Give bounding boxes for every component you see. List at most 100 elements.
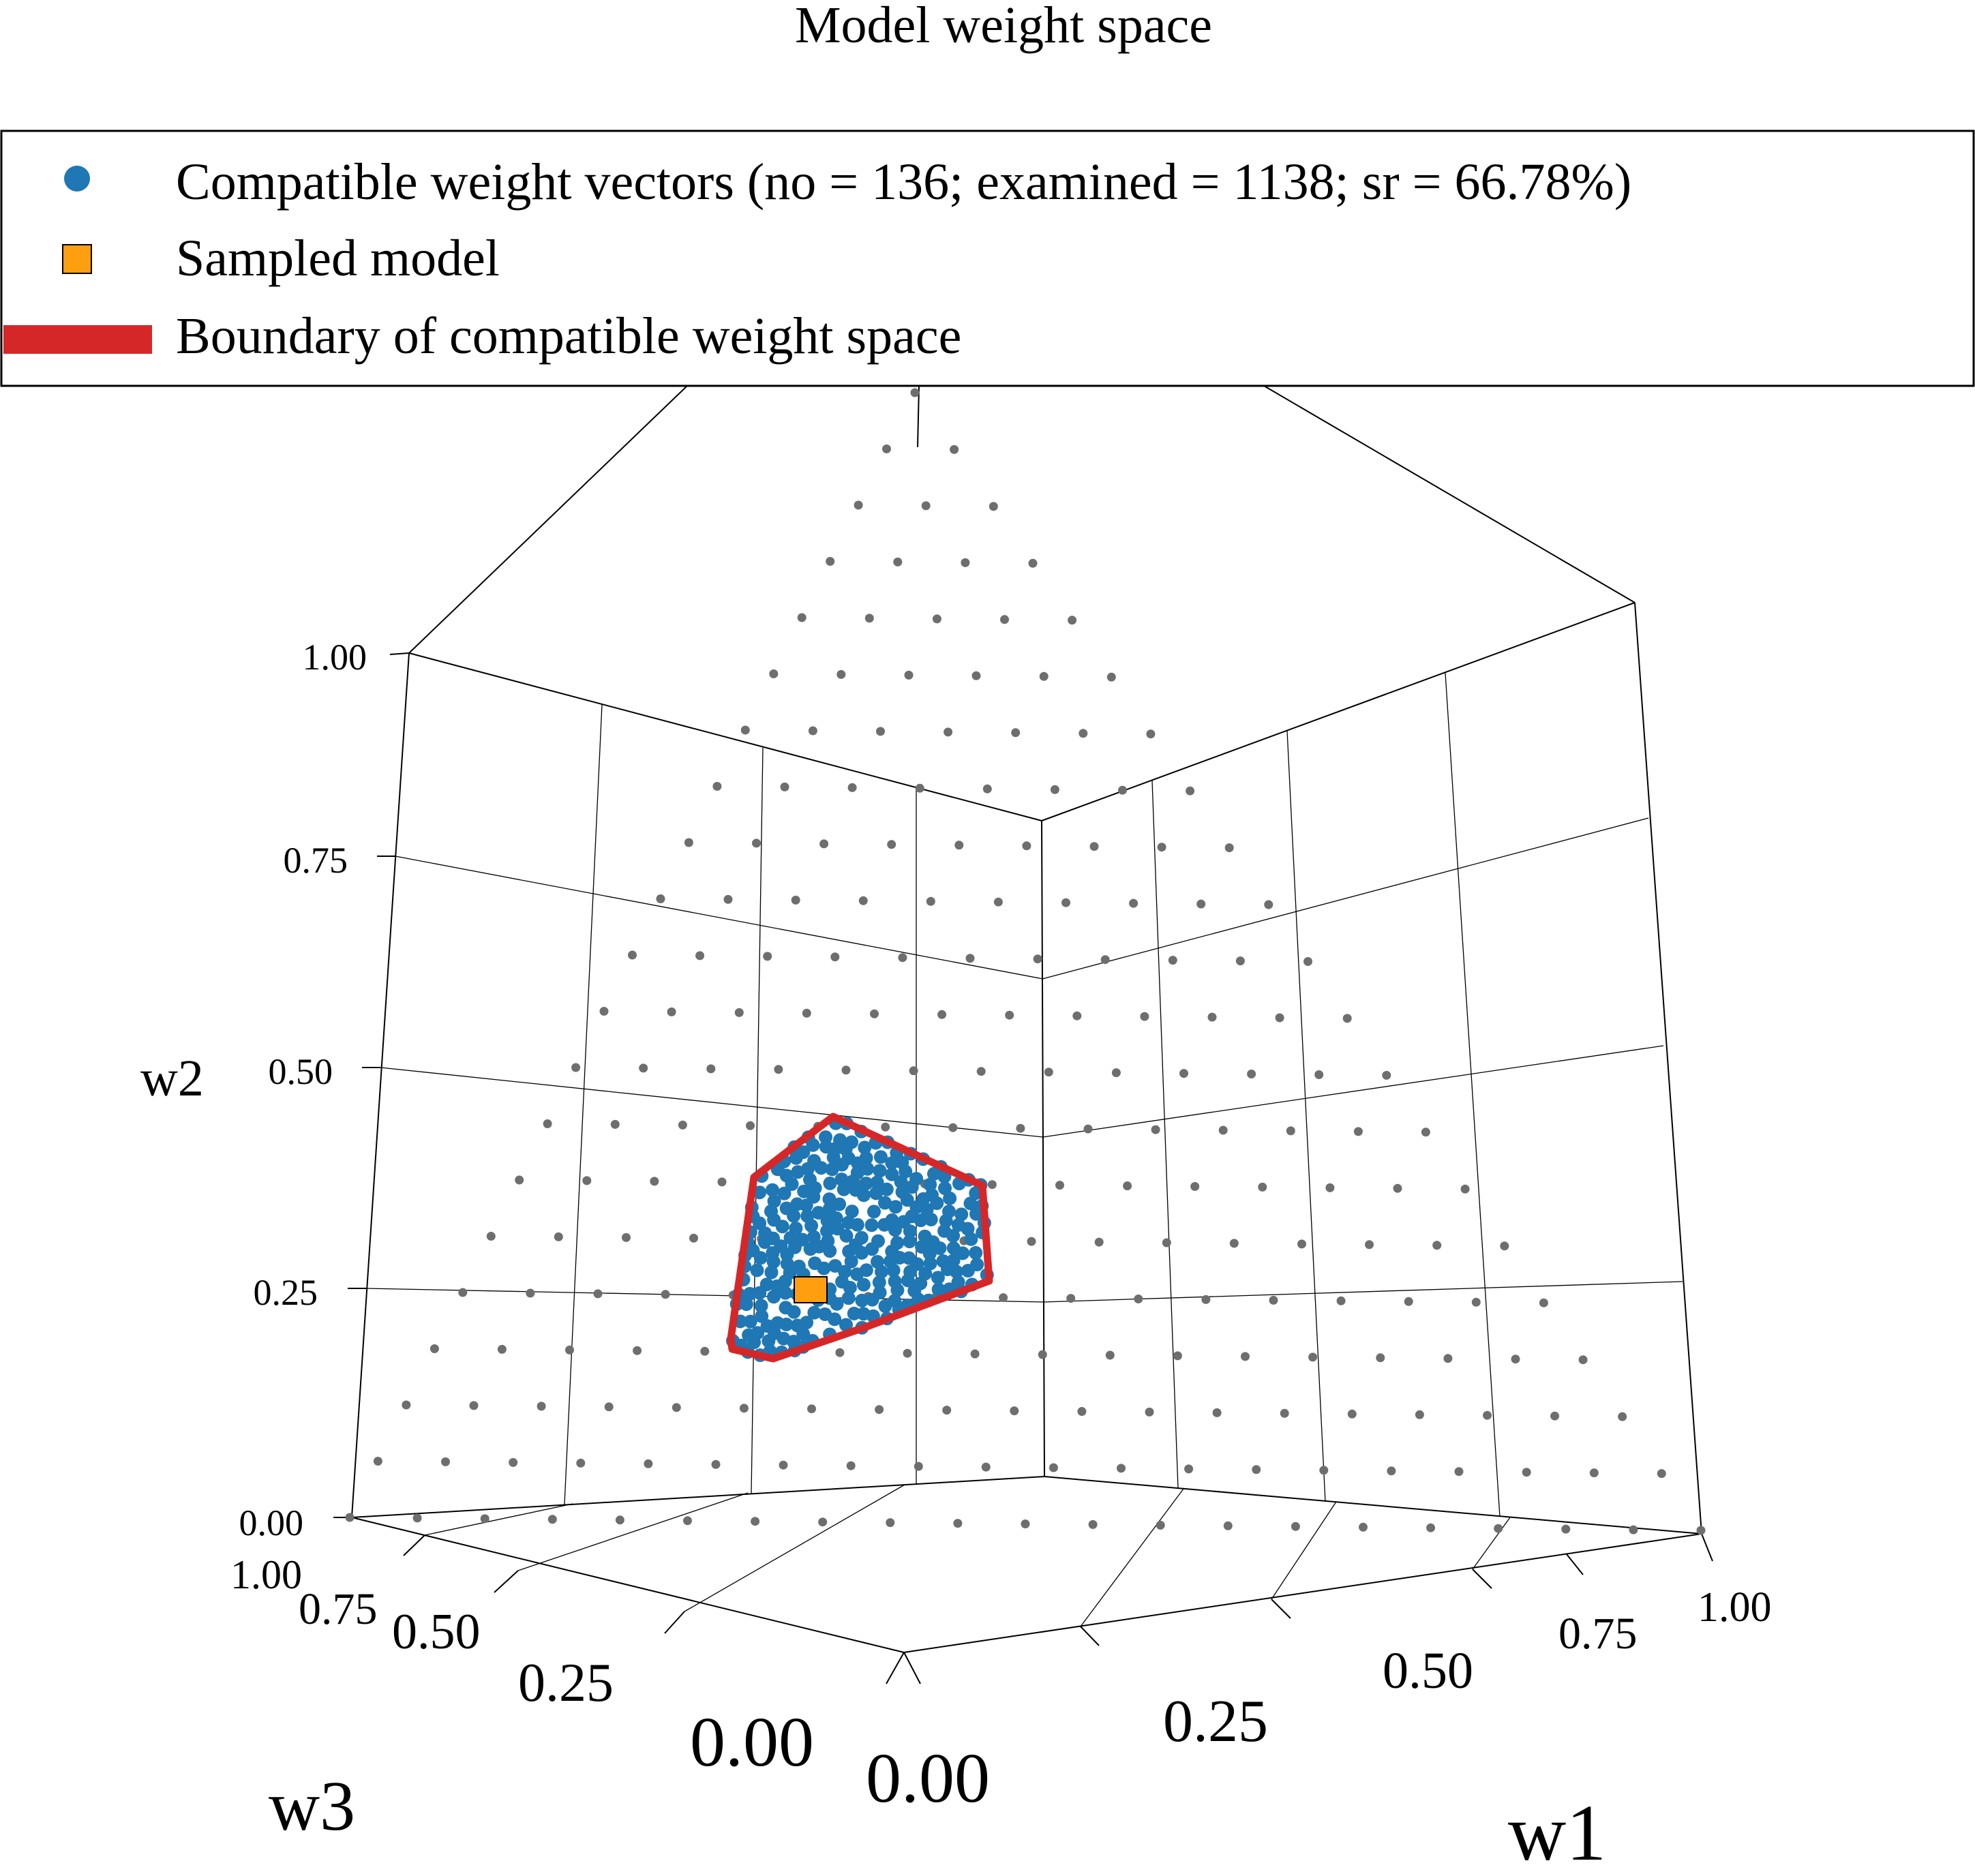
simplex-point: [1241, 1352, 1250, 1361]
compatible-point: [760, 1319, 774, 1333]
simplex-point: [615, 1515, 624, 1525]
simplex-point: [515, 1175, 524, 1185]
simplex-point: [1342, 1014, 1352, 1023]
simplex-point: [1500, 1241, 1509, 1251]
simplex-point: [700, 1346, 710, 1356]
simplex-point: [797, 613, 806, 622]
simplex-point: [1118, 785, 1127, 795]
compatible-point: [803, 1242, 817, 1256]
simplex-point: [412, 1513, 422, 1523]
compatible-point: [783, 1230, 798, 1245]
simplex-point: [1000, 615, 1009, 624]
compatible-point: [753, 1185, 767, 1200]
compatible-point: [873, 1164, 887, 1178]
simplex-point: [953, 1519, 963, 1528]
simplex-point: [1140, 1012, 1149, 1021]
simplex-point: [948, 1123, 958, 1132]
simplex-point: [893, 557, 903, 566]
simplex-point: [818, 1517, 828, 1527]
simplex-point: [1049, 1463, 1058, 1472]
simplex-point: [1157, 843, 1166, 852]
simplex-point: [835, 1348, 845, 1357]
simplex-point: [981, 1462, 991, 1472]
compatible-point: [933, 1241, 947, 1255]
simplex-point: [950, 444, 959, 454]
simplex-point: [1100, 955, 1110, 965]
compatible-point: [791, 1165, 805, 1179]
simplex-point: [1212, 1408, 1222, 1417]
compatible-point: [779, 1301, 793, 1315]
compatible-point: [811, 1206, 826, 1220]
compatible-point: [946, 1241, 961, 1255]
simplex-point: [807, 1404, 816, 1414]
simplex-point: [1522, 1468, 1531, 1477]
simplex-point: [373, 1457, 382, 1466]
simplex-point: [1094, 1237, 1104, 1247]
simplex-point: [915, 783, 924, 793]
simplex-point: [486, 1232, 496, 1241]
compatible-point: [767, 1290, 781, 1304]
compatible-point: [779, 1317, 794, 1331]
simplex-point: [576, 1458, 586, 1468]
simplex-point: [846, 1461, 856, 1470]
simplex-point: [1218, 1125, 1228, 1135]
compatible-point: [874, 1150, 888, 1164]
compatible-point: [931, 1271, 945, 1285]
simplex-point: [1038, 1350, 1047, 1359]
simplex-point: [1291, 1522, 1300, 1531]
compatible-point: [872, 1275, 886, 1290]
compatible-point: [918, 1267, 933, 1281]
simplex-point: [1696, 1526, 1706, 1535]
simplex-point: [1421, 1128, 1430, 1137]
simplex-point: [1365, 1240, 1374, 1250]
simplex-point: [898, 953, 907, 963]
simplex-point: [1186, 786, 1195, 796]
simplex-point: [1089, 842, 1099, 851]
compatible-point: [843, 1280, 857, 1295]
compatible-point: [888, 1274, 902, 1288]
simplex-point: [1055, 1181, 1064, 1190]
simplex-point: [689, 1233, 698, 1243]
compatible-point: [845, 1135, 859, 1149]
simplex-point: [497, 1344, 507, 1354]
simplex-point: [1561, 1524, 1571, 1534]
simplex-point: [1061, 898, 1070, 907]
simplex-point: [1235, 956, 1245, 966]
legend-marker-boundary: [3, 325, 152, 354]
simplex-point: [1044, 1068, 1053, 1077]
simplex-point: [1145, 1407, 1154, 1417]
simplex-point: [989, 502, 998, 511]
chart-title: Model weight space: [795, 0, 1212, 54]
simplex-point: [987, 1180, 997, 1190]
simplex-point: [593, 1289, 603, 1299]
compatible-point: [850, 1217, 864, 1232]
compatible-point: [922, 1247, 937, 1260]
compatible-point: [828, 1312, 842, 1327]
compatible-point: [825, 1162, 839, 1177]
compatible-point: [885, 1167, 899, 1181]
compatible-point: [777, 1331, 791, 1346]
simplex-point: [1359, 1522, 1368, 1532]
compatible-point: [942, 1205, 956, 1219]
simplex-point: [1088, 1519, 1098, 1529]
simplex-point: [565, 1345, 574, 1355]
compatible-point: [963, 1196, 978, 1211]
w2-tick-labels: 1.00 0.75 0.50 0.25 0.00: [239, 637, 367, 1543]
simplex-point: [1146, 729, 1156, 739]
compatible-point: [938, 1181, 952, 1196]
w3-axis-label: w3: [269, 1767, 355, 1845]
compatible-point: [829, 1211, 843, 1225]
simplex-point: [599, 1007, 609, 1016]
simplex-point: [717, 1177, 727, 1187]
compatible-boundary: [727, 1113, 993, 1363]
simplex-point: [875, 1405, 884, 1414]
simplex-point: [1347, 1409, 1357, 1419]
simplex-point: [1179, 1069, 1188, 1078]
simplex-point: [1286, 1126, 1295, 1136]
simplex-point: [1129, 898, 1139, 908]
simplex-point: [1224, 843, 1234, 853]
compatible-point: [777, 1186, 791, 1200]
compatible-point: [806, 1138, 820, 1152]
simplex-point: [1494, 1524, 1503, 1533]
w2-tick-label: 0.00: [239, 1502, 304, 1543]
